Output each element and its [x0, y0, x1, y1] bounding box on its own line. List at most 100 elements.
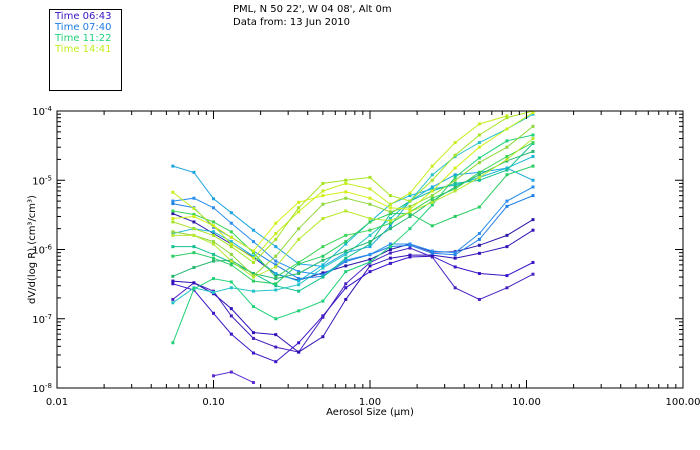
data-point [477, 133, 481, 137]
data-point [505, 173, 509, 177]
data-point [408, 191, 412, 195]
data-point [274, 263, 278, 267]
data-point [251, 331, 255, 335]
data-point [297, 206, 301, 210]
data-point [229, 370, 233, 374]
data-point [274, 282, 278, 286]
data-point [368, 242, 372, 246]
data-point [171, 245, 175, 249]
data-point [531, 133, 535, 137]
data-point [453, 178, 457, 182]
data-point [321, 258, 325, 262]
data-point [453, 214, 457, 218]
data-point [274, 277, 278, 281]
data-point [408, 210, 412, 214]
data-point [531, 112, 535, 116]
data-point [505, 145, 509, 149]
data-point [505, 274, 509, 278]
data-point [505, 139, 509, 143]
data-point [505, 157, 509, 161]
data-point [453, 189, 457, 193]
data-point [505, 245, 509, 249]
series-line [172, 213, 534, 281]
data-point [408, 242, 412, 246]
data-point [251, 240, 255, 244]
data-point [212, 311, 215, 315]
data-point [321, 189, 325, 193]
data-point [368, 196, 372, 200]
data-point [212, 277, 215, 281]
data-point [229, 211, 233, 215]
series-0740-9 [171, 112, 535, 305]
x-tick-label: 10.00 [512, 397, 541, 408]
series-0643-2 [171, 228, 535, 354]
data-point [344, 251, 348, 255]
data-point [368, 233, 372, 237]
data-point [344, 209, 348, 213]
data-point [171, 212, 175, 216]
data-point [408, 255, 412, 259]
data-point [368, 260, 372, 264]
legend-entry-1122: Time 11:22 [55, 33, 112, 44]
data-point [408, 246, 412, 250]
data-point [388, 206, 392, 210]
data-point [274, 275, 278, 279]
data-point [229, 259, 233, 263]
data-point [192, 196, 196, 200]
data-point [368, 257, 372, 261]
chart-header: PML, N 50 22', W 04 08', Alt 0m Data fro… [233, 3, 392, 29]
series-1441-16 [171, 111, 535, 264]
legend-entry-0740: Time 07:40 [55, 22, 112, 33]
data-point [344, 240, 348, 244]
series-0643-3 [212, 370, 255, 385]
data-point [171, 233, 175, 237]
data-point [368, 245, 372, 249]
data-point [251, 249, 255, 253]
data-point [274, 254, 278, 258]
data-point [430, 194, 434, 198]
data-point [321, 335, 325, 339]
data-point [453, 187, 457, 191]
data-point [388, 219, 392, 223]
data-point [430, 178, 434, 182]
data-point [430, 189, 434, 193]
data-point [297, 237, 301, 241]
data-point [274, 272, 278, 276]
data-point [368, 175, 372, 179]
data-point [251, 279, 255, 283]
data-point [171, 254, 175, 258]
data-point [171, 209, 175, 213]
plot-frame [56, 110, 684, 389]
data-point [321, 194, 325, 198]
data-point [505, 127, 509, 131]
series-1441-15 [171, 114, 509, 260]
data-point [368, 270, 372, 274]
data-point [171, 202, 175, 206]
data-point [171, 297, 175, 301]
data-point [368, 240, 372, 244]
data-point [297, 350, 301, 354]
data-point [229, 307, 233, 311]
data-point [171, 301, 175, 305]
data-point [453, 256, 457, 260]
data-point [453, 181, 457, 185]
series-layer [171, 111, 535, 385]
data-point [297, 227, 301, 231]
x-tick-label: 0.10 [202, 397, 224, 408]
data-point [408, 212, 412, 216]
data-point [505, 233, 509, 237]
data-point [321, 275, 325, 279]
legend-entry-1441: Time 14:41 [55, 44, 112, 55]
data-point [368, 187, 372, 191]
data-point [368, 220, 372, 224]
data-point [192, 213, 196, 217]
series-0740-6 [171, 185, 535, 277]
data-point [344, 181, 348, 185]
data-point [368, 252, 372, 256]
data-point [505, 204, 509, 208]
y-axis-label: dV/d(log R) (cm³/cm³) [27, 195, 38, 304]
data-point [212, 242, 215, 246]
data-point [453, 173, 457, 177]
data-point [505, 159, 509, 163]
data-point [344, 256, 348, 260]
